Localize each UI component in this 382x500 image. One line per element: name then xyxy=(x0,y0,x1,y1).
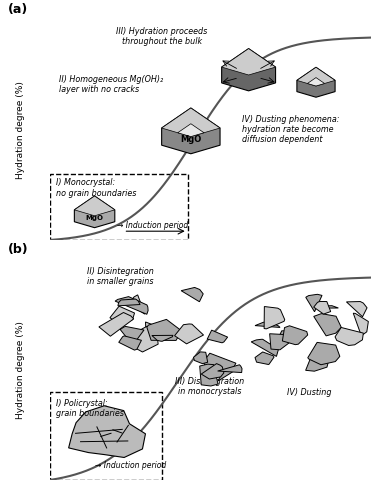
Polygon shape xyxy=(162,108,220,154)
Polygon shape xyxy=(152,336,173,342)
Text: IV) Dusting phenomena:
hydration rate become
diffusion dependent: IV) Dusting phenomena: hydration rate be… xyxy=(242,114,340,144)
Polygon shape xyxy=(251,340,278,356)
Polygon shape xyxy=(255,352,274,364)
Polygon shape xyxy=(193,352,208,364)
Polygon shape xyxy=(222,48,275,75)
Text: I) Policrystal:
grain boundaries: I) Policrystal: grain boundaries xyxy=(56,398,124,418)
Text: (a): (a) xyxy=(8,4,28,16)
Polygon shape xyxy=(255,322,280,328)
Polygon shape xyxy=(115,296,148,314)
Polygon shape xyxy=(146,322,174,338)
Polygon shape xyxy=(353,313,368,336)
Text: II) Homogeneous Mg(OH)₂
layer with no cracks: II) Homogeneous Mg(OH)₂ layer with no cr… xyxy=(59,75,163,94)
Polygon shape xyxy=(119,336,141,350)
Polygon shape xyxy=(74,196,115,216)
Polygon shape xyxy=(147,320,181,340)
Polygon shape xyxy=(175,324,204,344)
Polygon shape xyxy=(118,299,140,306)
Polygon shape xyxy=(314,314,341,336)
Polygon shape xyxy=(222,48,275,91)
Text: III) Disintegration
in monocrystals: III) Disintegration in monocrystals xyxy=(175,376,245,396)
Text: Hydration degree (%): Hydration degree (%) xyxy=(16,321,25,419)
Polygon shape xyxy=(346,302,367,317)
Text: MgO: MgO xyxy=(180,135,201,144)
Polygon shape xyxy=(74,196,115,228)
Polygon shape xyxy=(218,365,242,372)
Polygon shape xyxy=(306,344,331,371)
Polygon shape xyxy=(297,68,335,86)
Polygon shape xyxy=(162,108,220,136)
Polygon shape xyxy=(270,334,290,350)
Bar xyxy=(50,392,162,480)
Polygon shape xyxy=(335,328,363,345)
Polygon shape xyxy=(201,364,224,379)
Text: I) Monocrystal:
no grain boundaries: I) Monocrystal: no grain boundaries xyxy=(56,178,136,198)
Polygon shape xyxy=(320,306,338,308)
Text: (b): (b) xyxy=(8,244,29,256)
Polygon shape xyxy=(99,312,134,336)
Text: III) Hydration proceeds
throughout the bulk: III) Hydration proceeds throughout the b… xyxy=(117,26,207,46)
Text: Hydration degree (%): Hydration degree (%) xyxy=(16,81,25,179)
Text: → Induction period: → Induction period xyxy=(117,221,188,230)
Polygon shape xyxy=(110,306,134,323)
Text: IV) Dusting: IV) Dusting xyxy=(287,388,332,396)
Polygon shape xyxy=(314,302,331,314)
Polygon shape xyxy=(178,124,204,136)
Polygon shape xyxy=(69,406,146,458)
Polygon shape xyxy=(121,326,158,352)
Polygon shape xyxy=(308,342,340,364)
Text: MgO: MgO xyxy=(86,215,104,221)
Polygon shape xyxy=(181,288,203,302)
Polygon shape xyxy=(120,326,144,345)
Text: → Induction period: → Induction period xyxy=(95,461,166,470)
Polygon shape xyxy=(308,78,325,86)
Polygon shape xyxy=(203,353,236,372)
Polygon shape xyxy=(282,326,308,344)
Bar xyxy=(50,174,188,240)
Polygon shape xyxy=(200,364,218,386)
Polygon shape xyxy=(218,368,238,381)
Polygon shape xyxy=(264,306,285,329)
Polygon shape xyxy=(306,294,322,312)
Polygon shape xyxy=(297,68,335,97)
Polygon shape xyxy=(277,331,297,345)
Polygon shape xyxy=(207,330,228,343)
Polygon shape xyxy=(130,295,145,314)
Text: II) Disintegration
in smaller grains: II) Disintegration in smaller grains xyxy=(87,266,154,286)
